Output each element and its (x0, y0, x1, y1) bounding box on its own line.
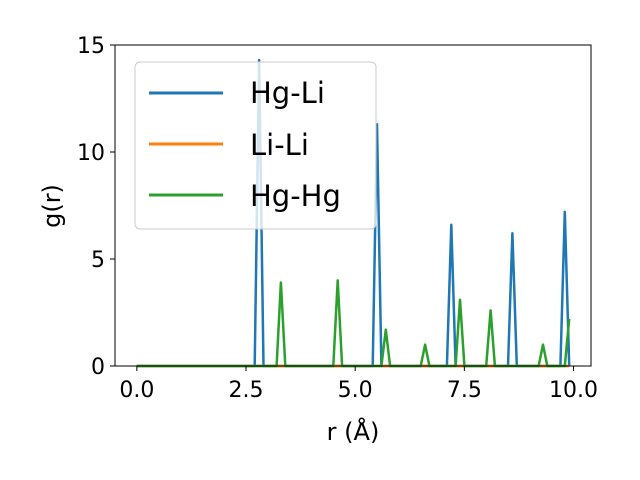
x-tick-label: 5.0 (338, 378, 373, 403)
x-tick-label: 0.0 (119, 378, 154, 403)
x-tick-label: 10.0 (549, 378, 598, 403)
x-axis-label: r (Å) (327, 417, 380, 446)
y-axis-label: g(r) (38, 184, 66, 228)
y-tick-label: 5 (91, 248, 105, 273)
x-tick-label: 2.5 (229, 378, 264, 403)
plot-frame (114, 44, 592, 367)
x-tick-label: 7.5 (447, 378, 482, 403)
y-tick-label: 0 (91, 355, 105, 380)
legend: Hg-Li Li-Li Hg-Hg (134, 61, 377, 230)
series-line-hg-hg (136, 279, 571, 368)
x-axis: 0.0 2.5 5.0 7.5 10.0 (119, 366, 598, 403)
legend-label-hg-hg: Hg-Hg (250, 179, 341, 213)
legend-label-li-li: Li-Li (250, 128, 309, 162)
y-tick-label: 10 (77, 141, 105, 166)
legend-box (134, 61, 377, 230)
y-tick-label: 15 (77, 34, 105, 59)
y-axis: 0 5 10 15 (77, 34, 115, 380)
legend-label-hg-li: Hg-Li (250, 76, 325, 110)
